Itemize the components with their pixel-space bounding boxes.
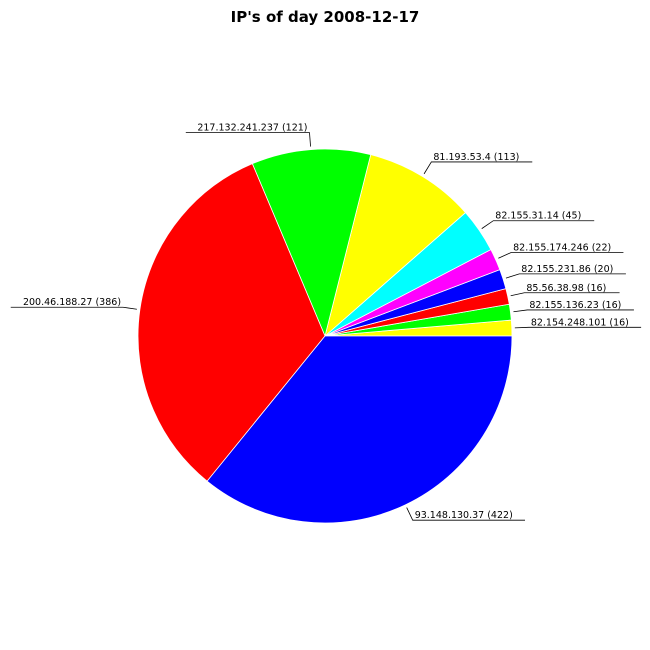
pie-slice-217-132-241-237	[251, 148, 372, 338]
slice-label: 82.155.136.23 (16)	[529, 300, 621, 311]
leader-line	[406, 507, 526, 521]
leader-line	[514, 326, 642, 329]
leader-line	[510, 292, 620, 297]
slice-label: 82.155.174.246 (22)	[513, 242, 611, 253]
leader-line	[10, 306, 137, 310]
slice-label: 217.132.241.237 (121)	[197, 123, 307, 134]
leader-line	[185, 132, 311, 147]
chart-title: IP's of day 2008-12-17	[230, 8, 420, 26]
slice-label: 82.155.231.86 (20)	[521, 264, 613, 275]
pie-slice-200-46-188-27	[137, 163, 326, 482]
pie-slices	[137, 148, 513, 524]
slice-label: 82.155.31.14 (45)	[495, 211, 581, 222]
slice-label: 82.154.248.101 (16)	[531, 317, 629, 328]
slice-label: 93.148.130.37 (422)	[415, 510, 513, 521]
slice-label: 200.46.188.27 (386)	[23, 297, 121, 308]
leader-line	[481, 220, 595, 229]
pie-slice-93-148-130-37	[206, 335, 513, 524]
leader-line	[513, 309, 634, 313]
leader-line	[423, 161, 533, 175]
slice-label: 85.56.38.98 (16)	[526, 283, 606, 294]
slice-label: 81.193.53.4 (113)	[433, 152, 519, 163]
leader-line	[505, 273, 626, 279]
pie-slice-81-193-53-4	[324, 154, 467, 338]
pie-labels: 82.154.248.101 (16) 82.155.136.23 (16) 85.…	[10, 123, 642, 521]
leader-line	[498, 252, 624, 259]
